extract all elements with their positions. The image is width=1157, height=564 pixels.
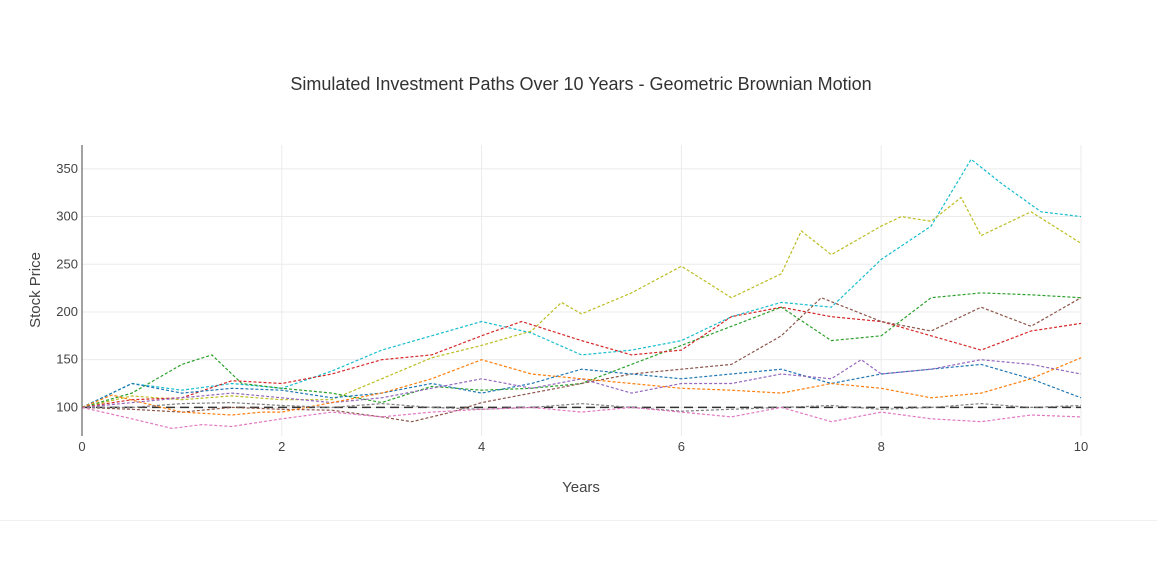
- series-line-1: [81, 158, 1082, 408]
- footer-strip: [0, 520, 1157, 564]
- x-tick-label: 10: [1074, 439, 1088, 454]
- x-tick-label: 4: [478, 439, 485, 454]
- series-line-10: [81, 406, 1082, 429]
- series-line-7: [81, 359, 1082, 408]
- series-line-4: [81, 306, 1082, 408]
- x-tick-label: 6: [678, 439, 685, 454]
- x-tick-label: 2: [278, 439, 285, 454]
- x-tick-label: 8: [878, 439, 885, 454]
- x-tick-label: 0: [78, 439, 85, 454]
- series-line-3: [81, 292, 1082, 408]
- y-tick-label: 250: [56, 256, 78, 271]
- series-line-2: [81, 196, 1082, 408]
- chart-title: Simulated Investment Paths Over 10 Years…: [290, 74, 871, 94]
- line-chart: Simulated Investment Paths Over 10 Years…: [27, 74, 1088, 496]
- gridlines: [82, 145, 1082, 436]
- tick-labels: 0 2 4 6 8 10 100 150 200 250 300 350: [56, 161, 1088, 454]
- chart-area: Simulated Investment Paths Over 10 Years…: [27, 74, 1088, 496]
- series-line-9: [82, 402, 1082, 412]
- y-tick-label: 200: [56, 304, 78, 319]
- series-layer: [81, 158, 1082, 429]
- series-line-6: [81, 363, 1082, 408]
- y-tick-label: 300: [56, 209, 78, 224]
- y-tick-label: 100: [56, 399, 78, 414]
- y-axis-title: Stock Price: [27, 252, 44, 328]
- y-tick-label: 150: [56, 352, 78, 367]
- series-line-5: [81, 297, 1082, 423]
- x-axis-title: Years: [562, 479, 600, 496]
- series-line-8: [81, 357, 1082, 416]
- y-tick-label: 350: [56, 161, 78, 176]
